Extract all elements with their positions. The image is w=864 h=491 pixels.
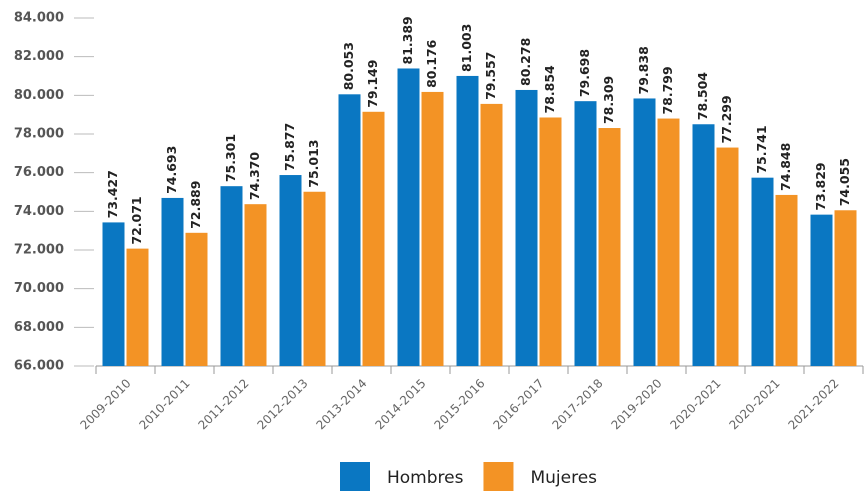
value-label: 78.504: [695, 72, 710, 121]
x-tick-label: 2014-2015: [372, 376, 428, 432]
y-tick-label: 70.000: [14, 281, 64, 296]
bar: [775, 194, 798, 366]
value-label: 79.698: [577, 49, 592, 97]
bar: [161, 197, 184, 366]
value-label: 74.848: [778, 143, 793, 191]
bar: [480, 103, 503, 366]
x-tick-label: 2009-2010: [77, 376, 133, 432]
legend-swatch: [340, 462, 370, 491]
value-label: 74.055: [837, 158, 852, 206]
value-label: 79.838: [636, 46, 651, 94]
bar: [633, 98, 656, 366]
x-tick-label: 2011-2012: [195, 376, 251, 432]
value-label: 73.427: [105, 170, 120, 218]
x-tick-label: 2017-2018: [549, 376, 605, 432]
value-label: 75.013: [306, 139, 321, 187]
bar: [102, 222, 125, 366]
bar: [657, 118, 680, 366]
bar: [397, 68, 420, 366]
legend-label: Hombres: [387, 468, 464, 488]
bar: [279, 175, 302, 366]
y-tick-label: 84.000: [14, 11, 64, 26]
bar: [244, 204, 267, 366]
y-tick-label: 74.000: [14, 204, 64, 219]
value-label: 80.053: [341, 42, 356, 90]
value-label: 72.889: [188, 181, 203, 229]
bar: [692, 124, 715, 366]
x-tick-label: 2020-2021: [667, 376, 723, 432]
value-label: 81.389: [400, 16, 415, 64]
value-label: 79.557: [483, 52, 498, 100]
value-label: 78.309: [601, 76, 616, 124]
y-tick-label: 72.000: [14, 243, 64, 258]
x-tick-label: 2020-2021: [726, 376, 782, 432]
value-label: 80.278: [518, 38, 533, 86]
value-label: 77.299: [719, 95, 734, 143]
value-label: 78.799: [660, 66, 675, 114]
value-label: 81.003: [459, 24, 474, 72]
x-tick-label: 2021-2022: [785, 376, 841, 432]
y-tick-label: 80.000: [14, 88, 64, 103]
y-tick-label: 76.000: [14, 165, 64, 180]
value-label: 79.149: [365, 60, 380, 108]
bar: [539, 117, 562, 366]
value-label: 78.854: [542, 65, 557, 114]
bar: [126, 248, 149, 366]
y-tick-label: 78.000: [14, 127, 64, 142]
x-tick-label: 2010-2011: [136, 376, 192, 432]
x-tick-label: 2019-2020: [608, 376, 664, 432]
value-label: 80.176: [424, 39, 439, 88]
bar: [185, 232, 208, 366]
bar: [574, 101, 597, 366]
legend-label: Mujeres: [530, 468, 597, 488]
value-label: 75.741: [754, 125, 769, 173]
value-label: 75.877: [282, 123, 297, 171]
y-tick-label: 66.000: [14, 359, 64, 374]
x-tick-label: 2016-2017: [490, 376, 546, 432]
value-label: 73.829: [813, 162, 828, 210]
x-tick-label: 2015-2016: [431, 376, 487, 432]
value-label: 75.301: [223, 134, 238, 182]
legend-swatch: [483, 462, 514, 491]
bar: [220, 186, 243, 366]
bar: [338, 94, 361, 367]
bar: [834, 210, 857, 366]
value-label: 72.071: [129, 196, 144, 244]
y-tick-label: 82.000: [14, 49, 64, 64]
bar: [303, 191, 326, 366]
value-label: 74.693: [164, 146, 179, 194]
x-tick-label: 2012-2013: [254, 376, 310, 432]
bar: [362, 111, 385, 366]
bar: [751, 177, 774, 366]
bar: [421, 91, 444, 366]
bar: [456, 75, 479, 366]
bar: [515, 89, 538, 366]
value-label: 74.370: [247, 152, 262, 201]
bar: [810, 214, 833, 366]
bar: [716, 147, 739, 366]
bar: [598, 128, 621, 366]
y-tick-label: 68.000: [14, 320, 64, 335]
x-tick-label: 2013-2014: [313, 376, 369, 432]
